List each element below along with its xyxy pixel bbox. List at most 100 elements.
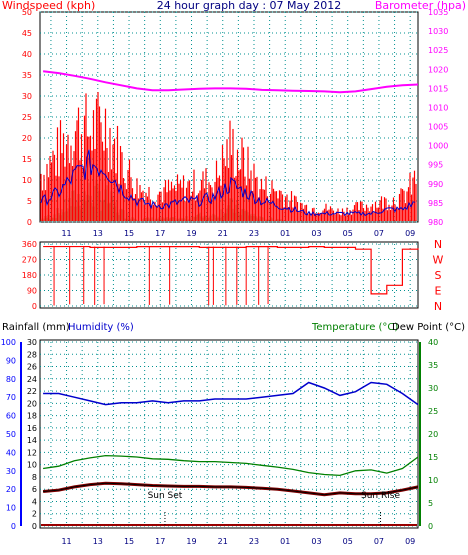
wind-x-tick: 03 [311, 229, 321, 238]
barometer-tick: 1025 [428, 46, 448, 55]
wind-x-tick: 23 [249, 229, 259, 238]
temperature-tick: 20 [428, 430, 438, 439]
temperature-tick: 35 [428, 361, 438, 370]
temp-x-tick: 21 [218, 537, 228, 546]
wind-x-tick: 13 [93, 229, 103, 238]
temp-x-tick: 01 [280, 537, 290, 546]
rainfall-tick: 10 [27, 461, 37, 470]
humidity-tick: 100 [1, 338, 16, 347]
humidity-tick: 20 [6, 485, 16, 494]
temp-x-tick: 13 [93, 537, 103, 546]
temperature-humidity-panel: Sun Set Sun Rise 024681012141618202224262… [1, 338, 438, 546]
wind-x-tick: 21 [218, 229, 228, 238]
temperature-axis-title: Temperature (°C) [311, 322, 398, 333]
temp-x-tick: 09 [405, 537, 415, 546]
rainfall-tick: 18 [27, 412, 37, 421]
temp-x-tick: 23 [249, 537, 259, 546]
temp-x-tick: 07 [374, 537, 384, 546]
temp-x-tick-labels: 11 13 15 17 19 21 23 01 03 05 07 09 [61, 537, 415, 546]
windspeed-tick: 50 [22, 8, 32, 17]
wind-x-tick: 17 [155, 229, 165, 238]
rainfall-tick: 0 [32, 522, 37, 531]
sun-annotation-label: Sun Set [148, 491, 183, 501]
dewpoint-axis-title: Dew Point (°C) [392, 322, 465, 333]
direction-compass-tick: N [434, 300, 442, 313]
temperature-line [43, 454, 419, 477]
wind-x-tick: 01 [280, 229, 290, 238]
barometer-tick: 1020 [428, 65, 448, 74]
wind-x-tick-labels: 11 13 15 17 19 21 23 01 03 05 07 09 [61, 229, 415, 238]
barometer-axis-title: Barometer (hpa) [375, 0, 466, 12]
barometer-tick: 1000 [428, 142, 448, 151]
windspeed-axis-title: Windspeed (kph) [2, 0, 95, 12]
sun-annotation-label: Sun Rise [361, 491, 400, 501]
wind-average-line [40, 149, 416, 217]
windspeed-tick: 5 [27, 197, 32, 206]
rainfall-tick: 14 [27, 436, 37, 445]
barometer-tick: 980 [428, 218, 443, 227]
rainfall-tick: 24 [27, 375, 37, 384]
temperature-tick: 30 [428, 384, 438, 393]
rainfall-tick: 16 [27, 424, 37, 433]
humidity-tick: 60 [6, 412, 16, 421]
rainfall-tick: 28 [27, 350, 37, 359]
wind-x-tick: 07 [374, 229, 384, 238]
windspeed-tick: 0 [27, 218, 32, 227]
wind-x-tick: 15 [124, 229, 134, 238]
direction-degree-tick: 90 [27, 287, 37, 296]
temp-panel-frame [39, 339, 419, 529]
humidity-tick-labels: 0 10 20 30 40 50 60 70 80 90 100 [1, 338, 22, 531]
wind-x-tick: 11 [61, 229, 71, 238]
direction-degree-labels: 0 90 180 270 360 [22, 240, 37, 311]
rainfall-tick: 2 [32, 510, 37, 519]
dewpoint-line [43, 482, 419, 496]
humidity-tick: 50 [6, 430, 16, 439]
rainfall-tick: 4 [32, 497, 37, 506]
barometer-tick-labels: 980 985 990 995 1000 1005 1010 1015 1020 1025 1030… [428, 8, 448, 227]
barometer-tick: 985 [428, 199, 443, 208]
barometer-tick: 990 [428, 180, 443, 189]
barometer-tick: 1030 [428, 27, 448, 36]
sun-annotations: Sun Set Sun Rise [148, 491, 400, 525]
windspeed-tick: 40 [22, 50, 32, 59]
barometer-tick: 995 [428, 161, 443, 170]
barometer-tick: 1010 [428, 103, 448, 112]
windspeed-tick: 15 [22, 155, 32, 164]
temp-x-tick: 05 [343, 537, 353, 546]
humidity-tick: 10 [6, 504, 16, 513]
temperature-tick: 10 [428, 476, 438, 485]
wind-x-tick: 19 [186, 229, 196, 238]
rainfall-tick: 8 [32, 473, 37, 482]
direction-compass-tick: N [434, 238, 442, 251]
temperature-tick: 25 [428, 407, 438, 416]
wind-x-tick: 09 [405, 229, 415, 238]
rainfall-tick: 20 [27, 399, 37, 408]
temp-x-tick: 03 [311, 537, 321, 546]
temperature-tick: 5 [428, 499, 433, 508]
barometer-tick: 1015 [428, 84, 448, 93]
direction-compass-tick: W [433, 254, 444, 267]
direction-compass-tick: E [435, 285, 442, 298]
rainfall-tick: 6 [32, 485, 37, 494]
direction-degree-tick: 0 [32, 302, 37, 311]
humidity-line [43, 381, 419, 406]
rainfall-tick: 22 [27, 387, 37, 396]
rainfall-tick: 26 [27, 363, 37, 372]
temperature-tick: 0 [428, 522, 433, 531]
humidity-tick: 0 [11, 522, 16, 531]
windspeed-tick-labels: 0 5 10 15 20 25 30 35 40 45 50 [22, 8, 32, 227]
humidity-tick: 30 [6, 467, 16, 476]
temp-x-tick: 19 [186, 537, 196, 546]
barometer-tick: 1005 [428, 123, 448, 132]
direction-degree-tick: 270 [22, 256, 37, 265]
direction-degree-tick: 360 [22, 240, 37, 249]
graph-title: 24 hour graph day : 07 May 2012 [157, 0, 342, 12]
temp-x-tick: 15 [124, 537, 134, 546]
barometer-tick: 1035 [428, 8, 448, 17]
windspeed-tick: 45 [22, 29, 32, 38]
rainfall-tick: 12 [27, 448, 37, 457]
humidity-tick: 40 [6, 448, 16, 457]
direction-panel-frame [39, 241, 419, 309]
